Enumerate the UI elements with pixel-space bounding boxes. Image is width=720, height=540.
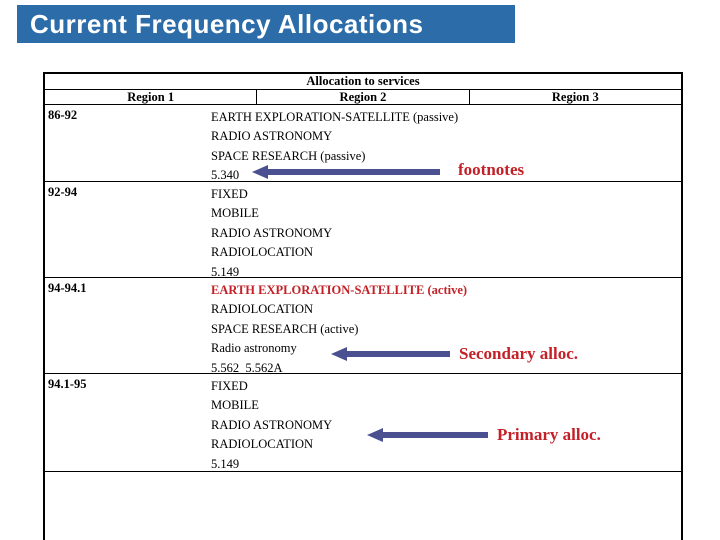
arrow-shaft (347, 351, 450, 357)
band-range-label: 92-94 (48, 185, 78, 199)
service-entry: MOBILE (211, 398, 259, 413)
service-entry: Radio astronomy (211, 341, 297, 356)
arrow-shaft (268, 169, 440, 175)
frequency-band-row: 94-94.1 EARTH EXPLORATION-SATELLITE (acti… (45, 278, 681, 374)
footnote-ref: 5.149 (211, 456, 240, 471)
slide-title-bar: Current Frequency Allocations (17, 5, 515, 43)
service-entry-list: FIXED MOBILE RADIO ASTRONOMY RADIOLOCATION 5… (45, 182, 681, 278)
footnote-ref: 5.149 (211, 264, 240, 278)
frequency-band-row: 94.1-95 FIXED MOBILE RADIO ASTRONOMY RADIOLO… (45, 374, 681, 472)
service-entry: SPACE RESEARCH (passive) (211, 148, 366, 163)
frequency-band-row: 92-94 FIXED MOBILE RADIO ASTRONOMY RADIOLOCA… (45, 182, 681, 278)
region-1-header: Region 1 (45, 90, 258, 104)
service-entry: EARTH EXPLORATION-SATELLITE (active) (211, 283, 468, 297)
primary-alloc-left-arrow-icon (367, 428, 488, 442)
arrow-head-icon (331, 347, 347, 361)
service-entry: RADIO ASTRONOMY (211, 129, 333, 144)
band-range-label: 94-94.1 (48, 281, 87, 295)
service-entry: RADIOLOCATION (211, 245, 314, 260)
secondary-alloc-left-arrow-icon (331, 347, 450, 361)
empty-band-row (45, 472, 681, 540)
band-range-label: 94.1-95 (48, 377, 87, 391)
footnotes-left-arrow-icon (252, 165, 440, 179)
table-body: 86-92 EARTH EXPLORATION-SATELLITE (passiv… (45, 105, 681, 472)
footnotes-label: footnotes (458, 160, 525, 179)
allocation-table: Allocation to services Region 1 Region 2… (43, 72, 683, 540)
slide-title: Current Frequency Allocations (30, 8, 424, 39)
service-entry: MOBILE (211, 206, 259, 221)
secondary-alloc-label: Secondary alloc. (459, 344, 578, 363)
arrow-shaft (383, 432, 488, 438)
footnote-ref: 5.562 5.562A (211, 360, 283, 374)
region-2-header: Region 2 (257, 90, 470, 104)
band-range-label: 86-92 (48, 108, 78, 122)
region-header-row: Region 1 Region 2 Region 3 (45, 90, 681, 105)
service-entry: FIXED (211, 187, 248, 201)
service-entry-list: FIXED MOBILE RADIO ASTRONOMY RADIOLOCATION 5… (45, 374, 681, 471)
service-entry-list: EARTH EXPLORATION-SATELLITE (active) RADI… (45, 278, 681, 374)
service-entry: FIXED (211, 379, 248, 393)
service-entry: RADIO ASTRONOMY (211, 417, 333, 432)
service-entry: RADIO ASTRONOMY (211, 225, 333, 240)
service-entry: RADIOLOCATION (211, 437, 314, 452)
arrow-head-icon (252, 165, 268, 179)
frequency-band-row: 86-92 EARTH EXPLORATION-SATELLITE (passiv… (45, 105, 681, 182)
table-header-allocation-to-services: Allocation to services (45, 74, 681, 90)
footnote-ref: 5.340 (211, 168, 240, 182)
primary-alloc-label: Primary alloc. (497, 425, 601, 444)
service-entry: SPACE RESEARCH (active) (211, 321, 359, 336)
service-entry-list: EARTH EXPLORATION-SATELLITE (passive) RAD… (45, 105, 681, 182)
arrow-head-icon (367, 428, 383, 442)
service-entry: RADIOLOCATION (211, 302, 314, 317)
region-3-header: Region 3 (551, 89, 599, 104)
service-entry: EARTH EXPLORATION-SATELLITE (passive) (211, 110, 459, 124)
